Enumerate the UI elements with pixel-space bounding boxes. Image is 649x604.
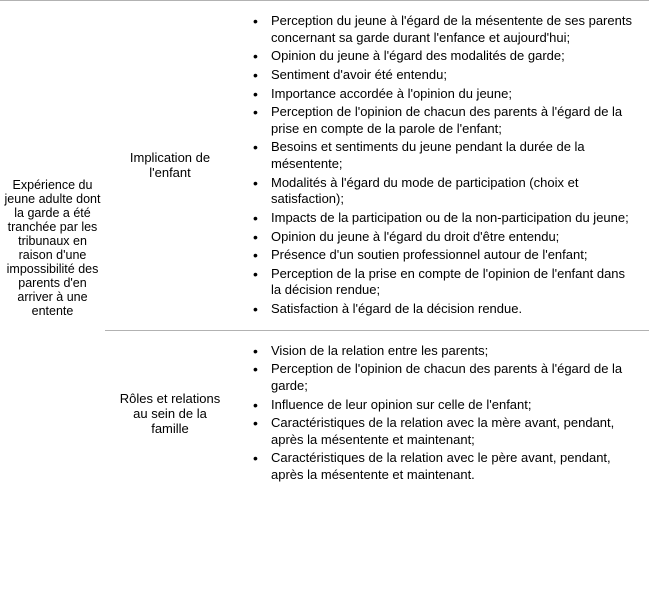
- theme-item: Perception de l'opinion de chacun des pa…: [253, 361, 637, 394]
- theme-item: Perception du jeune à l'égard de la mése…: [253, 13, 637, 46]
- theme-item: Perception de l'opinion de chacun des pa…: [253, 104, 637, 137]
- table-row: Expérience du jeune adulte dont la garde…: [0, 1, 649, 496]
- theme-item: Caractéristiques de la relation avec le …: [253, 450, 637, 483]
- dimension-cell: Implication de l'enfant: [105, 1, 235, 330]
- theme-list-0: Perception du jeune à l'égard de la mése…: [235, 13, 637, 318]
- concept-cell: Expérience du jeune adulte dont la garde…: [0, 1, 105, 496]
- concept-table: Expérience du jeune adulte dont la garde…: [0, 0, 649, 496]
- theme-item: Influence de leur opinion sur celle de l…: [253, 397, 637, 414]
- theme-item: Modalités à l'égard du mode de participa…: [253, 175, 637, 208]
- themes-cell: Perception du jeune à l'égard de la mése…: [235, 1, 649, 330]
- theme-item: Opinion du jeune à l'égard du droit d'êt…: [253, 229, 637, 246]
- theme-list-1: Vision de la relation entre les parents;…: [235, 343, 637, 484]
- theme-item: Opinion du jeune à l'égard des modalités…: [253, 48, 637, 65]
- theme-item: Importance accordée à l'opinion du jeune…: [253, 86, 637, 103]
- theme-item: Vision de la relation entre les parents;: [253, 343, 637, 360]
- theme-item: Perception de la prise en compte de l'op…: [253, 266, 637, 299]
- dimension-label: Rôles et relations au sein de la famille: [113, 391, 227, 436]
- concept-text: Expérience du jeune adulte dont la garde…: [4, 178, 101, 318]
- theme-item: Caractéristiques de la relation avec la …: [253, 415, 637, 448]
- dimension-cell: Rôles et relations au sein de la famille: [105, 331, 235, 496]
- theme-item: Satisfaction à l'égard de la décision re…: [253, 301, 637, 318]
- theme-item: Besoins et sentiments du jeune pendant l…: [253, 139, 637, 172]
- themes-cell: Vision de la relation entre les parents;…: [235, 331, 649, 496]
- dimension-label: Implication de l'enfant: [113, 150, 227, 180]
- theme-item: Impacts de la participation ou de la non…: [253, 210, 637, 227]
- theme-item: Présence d'un soutien professionnel auto…: [253, 247, 637, 264]
- theme-item: Sentiment d'avoir été entendu;: [253, 67, 637, 84]
